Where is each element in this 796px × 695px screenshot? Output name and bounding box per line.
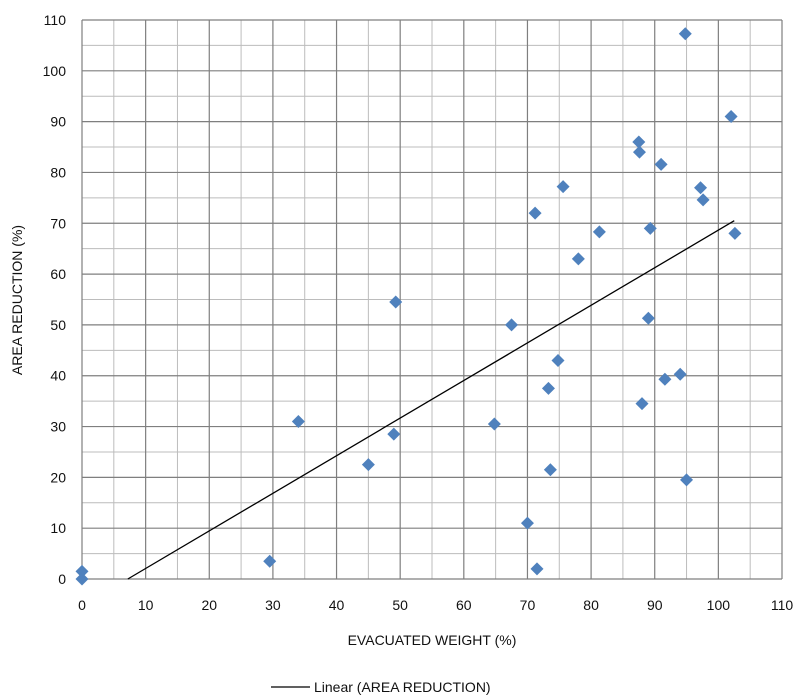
data-point-diamond bbox=[291, 414, 305, 428]
data-points bbox=[75, 27, 742, 586]
y-tick-label: 20 bbox=[50, 469, 66, 485]
data-point-diamond bbox=[487, 417, 501, 431]
x-tick-label: 70 bbox=[520, 597, 536, 613]
x-tick-label: 110 bbox=[771, 597, 794, 613]
data-point-diamond bbox=[728, 226, 742, 240]
x-tick-label: 90 bbox=[647, 597, 663, 613]
y-tick-label: 90 bbox=[50, 114, 66, 130]
x-tick-label: 80 bbox=[583, 597, 599, 613]
data-point-diamond bbox=[387, 427, 401, 441]
y-tick-label: 80 bbox=[50, 164, 66, 180]
data-point-diamond bbox=[696, 193, 710, 207]
data-point-diamond bbox=[678, 27, 692, 41]
data-point-diamond bbox=[556, 180, 570, 194]
y-tick-label: 70 bbox=[50, 215, 66, 231]
y-axis-tick-labels: 0 10 20 30 40 50 60 70 80 90 100 110 bbox=[43, 12, 67, 587]
x-axis-title: EVACUATED WEIGHT (%) bbox=[348, 632, 517, 648]
x-axis-tick-labels: 0 10 20 30 40 50 60 70 80 90 100 110 bbox=[78, 597, 793, 613]
data-point-diamond bbox=[724, 110, 738, 124]
data-point-diamond bbox=[75, 564, 89, 578]
x-tick-label: 20 bbox=[201, 597, 217, 613]
data-point-diamond bbox=[541, 381, 555, 395]
y-tick-label: 50 bbox=[50, 317, 66, 333]
x-tick-label: 30 bbox=[265, 597, 281, 613]
data-point-diamond bbox=[389, 295, 403, 309]
y-tick-label: 30 bbox=[50, 419, 66, 435]
data-point-diamond bbox=[520, 516, 534, 530]
data-point-diamond bbox=[632, 145, 646, 159]
x-tick-label: 10 bbox=[138, 597, 154, 613]
data-point-diamond bbox=[635, 397, 649, 411]
x-tick-label: 40 bbox=[329, 597, 345, 613]
x-tick-label: 50 bbox=[392, 597, 408, 613]
data-point-diamond bbox=[543, 463, 557, 477]
minor-gridlines bbox=[82, 20, 782, 579]
data-point-diamond bbox=[530, 562, 544, 576]
data-point-diamond bbox=[641, 311, 655, 325]
y-tick-label: 40 bbox=[50, 368, 66, 384]
data-point-diamond bbox=[551, 353, 565, 367]
data-point-diamond bbox=[643, 221, 657, 235]
major-gridlines bbox=[81, 19, 783, 580]
x-tick-label: 100 bbox=[707, 597, 731, 613]
data-point-diamond bbox=[528, 206, 542, 220]
legend-label: Linear (AREA REDUCTION) bbox=[314, 679, 491, 695]
data-point-diamond bbox=[505, 318, 519, 332]
y-tick-label: 110 bbox=[44, 12, 67, 28]
data-point-diamond bbox=[263, 554, 277, 568]
x-tick-label: 60 bbox=[456, 597, 472, 613]
data-point-diamond bbox=[673, 367, 687, 381]
data-point-diamond bbox=[592, 225, 606, 239]
data-point-diamond bbox=[694, 181, 708, 195]
trendline-group bbox=[127, 220, 735, 580]
data-point-diamond bbox=[632, 135, 646, 149]
x-tick-label: 0 bbox=[78, 597, 86, 613]
y-tick-label: 0 bbox=[58, 571, 66, 587]
y-tick-label: 100 bbox=[43, 63, 67, 79]
y-axis-title: AREA REDUCTION (%) bbox=[9, 225, 25, 375]
linear-trendline bbox=[127, 220, 735, 580]
data-point-diamond bbox=[75, 572, 89, 586]
y-tick-label: 60 bbox=[50, 266, 66, 282]
data-point-diamond bbox=[571, 252, 585, 266]
data-point-diamond bbox=[654, 157, 668, 171]
data-point-diamond bbox=[658, 372, 672, 386]
y-tick-label: 10 bbox=[50, 520, 66, 536]
data-point-diamond bbox=[680, 473, 694, 487]
data-point-diamond bbox=[361, 458, 375, 472]
